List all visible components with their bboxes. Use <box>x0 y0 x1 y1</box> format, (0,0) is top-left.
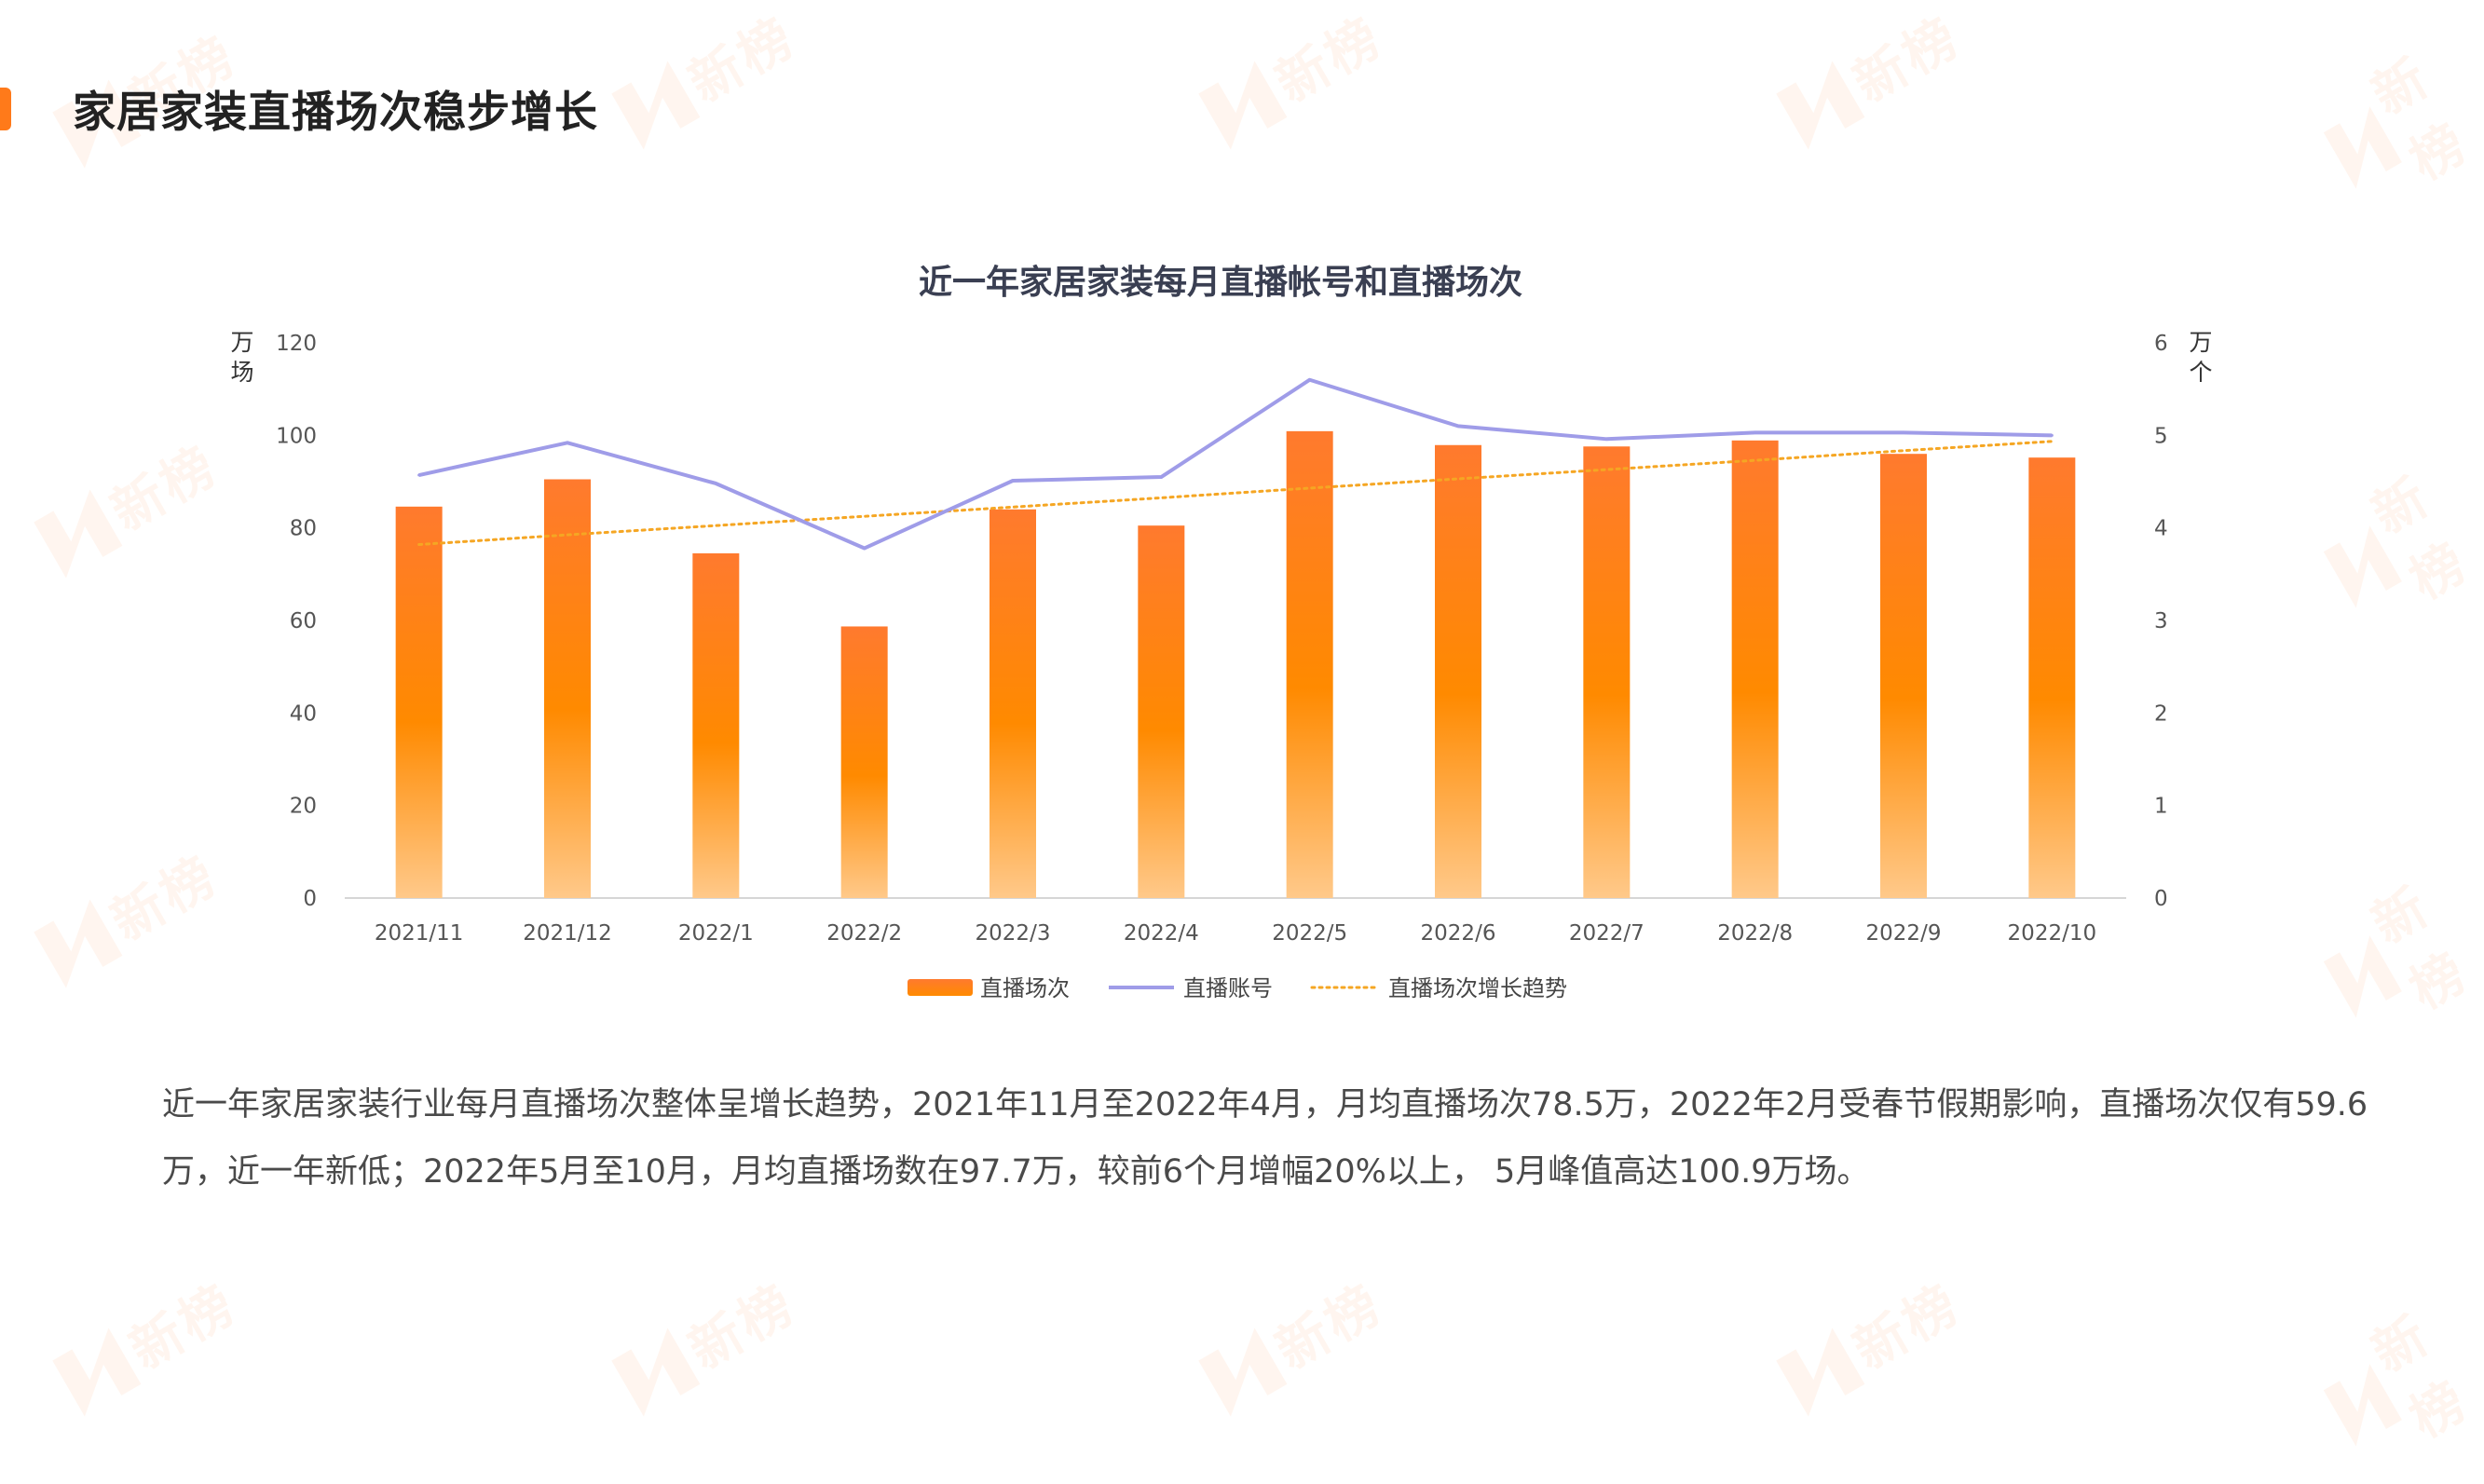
y-right-unit-label: 个 <box>2189 359 2212 386</box>
x-tick-label: 2022/2 <box>826 921 902 946</box>
y-left-tick-label: 100 <box>276 424 317 448</box>
x-tick-label: 2022/4 <box>1124 921 1199 946</box>
account-point <box>566 441 569 444</box>
y-right-tick-label: 5 <box>2154 424 2168 448</box>
x-tick-label: 2022/3 <box>976 921 1051 946</box>
account-line <box>418 377 2053 551</box>
x-tick-label: 2021/11 <box>375 921 464 946</box>
account-point <box>863 547 867 551</box>
x-tick-label: 2022/5 <box>1272 921 1347 946</box>
x-tick-label: 2022/10 <box>2008 921 2097 946</box>
y-left-unit-label: 场 <box>230 359 253 386</box>
account-point <box>1604 437 1608 441</box>
bar <box>1583 446 1631 898</box>
account-point <box>1902 430 1905 434</box>
y-left-tick-label: 60 <box>290 609 317 633</box>
bar <box>544 479 591 898</box>
bar <box>1286 430 1333 898</box>
y-right-tick-label: 1 <box>2154 795 2168 819</box>
account-point <box>1308 378 1312 382</box>
account-point <box>417 473 421 477</box>
x-tick-label: 2021/12 <box>523 921 612 946</box>
y-right-tick-label: 3 <box>2154 609 2168 633</box>
account-point <box>1011 479 1015 483</box>
y-left-unit-label: 万 <box>230 329 253 356</box>
y-right-tick-label: 2 <box>2154 701 2168 726</box>
y-right-tick-label: 4 <box>2154 517 2168 541</box>
x-tick-label: 2022/8 <box>1717 921 1793 946</box>
bar <box>395 506 443 898</box>
account-point <box>1456 424 1460 428</box>
x-tick-label: 2022/7 <box>1569 921 1645 946</box>
bar <box>1138 525 1185 898</box>
bar <box>2028 457 2076 898</box>
y-right-unit-label: 万 <box>2189 329 2212 356</box>
y-left-tick-label: 80 <box>290 517 317 541</box>
bar <box>840 626 888 898</box>
bar <box>990 509 1036 898</box>
account-point <box>1754 430 1757 434</box>
chart-title: 近一年家居家装每月直播帐号和直播场次 <box>918 264 1522 302</box>
bar <box>692 552 740 898</box>
trend-line <box>417 440 2054 547</box>
legend-label-trend: 直播场次增长趋势 <box>1388 975 1567 1001</box>
bar <box>1880 454 1927 898</box>
account-point <box>714 482 717 485</box>
legend-label-bar: 直播场次 <box>980 975 1070 1001</box>
y-left-tick-label: 120 <box>276 332 317 356</box>
page-title: 家居家装直播场次稳步增长 <box>73 87 598 137</box>
x-tick-label: 2022/1 <box>678 921 754 946</box>
y-right-tick-label: 0 <box>2154 887 2168 911</box>
x-tick-label: 2022/6 <box>1421 921 1496 946</box>
y-left-tick-label: 40 <box>290 701 317 726</box>
legend-swatch-bar <box>908 979 973 996</box>
y-left-tick-label: 20 <box>290 795 317 819</box>
y-left-tick-label: 0 <box>303 887 317 911</box>
account-point <box>2050 433 2054 437</box>
y-right-tick-label: 6 <box>2154 332 2168 356</box>
legend-label-line: 直播账号 <box>1183 975 1273 1001</box>
account-point <box>1159 475 1163 479</box>
bar <box>1435 444 1481 898</box>
chart: 0 20 40 60 80 100 120 0 1 2 3 4 5 6 2021/11 2021/12 2022… <box>230 329 2212 1001</box>
bar <box>1731 440 1779 898</box>
x-tick-label: 2022/9 <box>1866 921 1942 946</box>
title-accent-bar <box>0 88 11 130</box>
summary-paragraph: 近一年家居家装行业每月直播场次整体呈增长趋势，2021年11月至2022年4月，… <box>162 1086 2368 1191</box>
